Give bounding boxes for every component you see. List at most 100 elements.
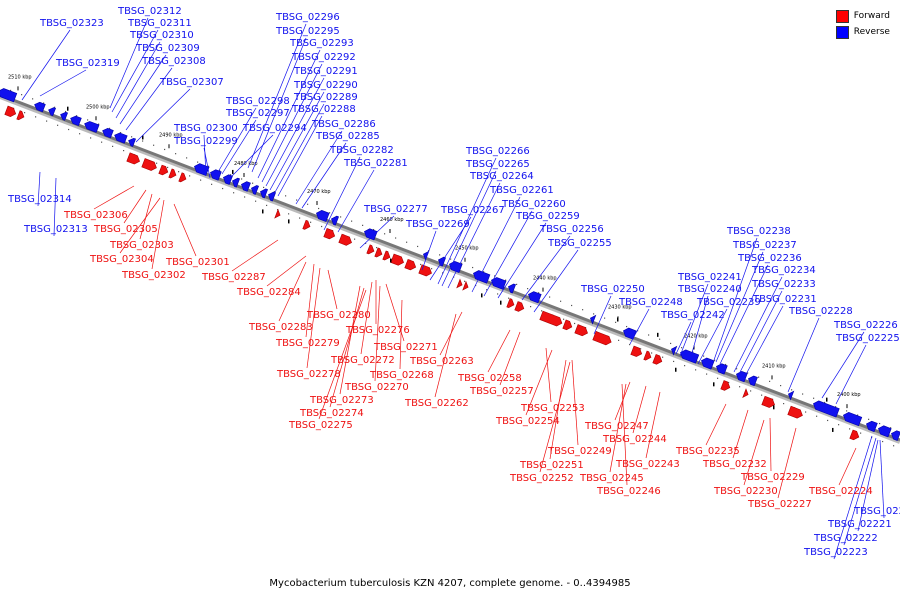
forward-connector	[499, 331, 521, 386]
forward-connector	[769, 417, 772, 472]
reverse-gene-label: TBSG_02300	[173, 123, 238, 134]
reverse-connector	[719, 264, 769, 365]
axis-dot	[849, 428, 851, 430]
reverse-connector	[111, 29, 159, 113]
forward-gene	[16, 110, 25, 121]
axis-dot	[222, 187, 224, 190]
axis-dot	[769, 380, 771, 382]
forward-gene-label: TBSG_02232	[702, 459, 767, 470]
forward-connector	[278, 261, 307, 322]
forward-connector	[123, 189, 147, 224]
axis-dot	[373, 228, 375, 231]
reverse-gene-label: TBSG_02222	[813, 533, 878, 544]
axis-dot	[483, 271, 485, 273]
reverse-connector	[257, 49, 321, 179]
forward-gene	[562, 319, 573, 331]
axis-dot	[431, 268, 433, 270]
reverse-gene	[241, 181, 251, 192]
reverse-gene-label: TBSG_02282	[329, 145, 394, 156]
tick-label: 2400 kbp	[837, 392, 861, 398]
reverse-gene-label: TBSG_02221	[827, 519, 892, 530]
axis-dot	[593, 313, 595, 315]
reverse-connector	[37, 171, 41, 207]
reverse-gene	[102, 127, 114, 139]
reverse-gene	[268, 191, 276, 202]
forward-connector	[525, 349, 553, 416]
axis-dot	[703, 355, 705, 357]
forward-gene	[374, 247, 383, 258]
axis-dot	[813, 397, 815, 399]
small-feature-mark	[262, 209, 264, 214]
forward-gene	[382, 250, 391, 261]
axis-dot	[131, 136, 133, 138]
axis-dot	[761, 394, 763, 396]
axis-dot	[637, 330, 639, 332]
axis-dot	[10, 89, 12, 92]
reverse-gene-label: TBSG_02291	[293, 66, 358, 77]
forward-gene-label: TBSG_02280	[306, 310, 371, 321]
axis-dot	[90, 137, 92, 139]
axis-dot	[21, 94, 23, 96]
forward-gene-label: TBSG_02253	[520, 403, 585, 414]
reverse-gene-label: TBSG_02298	[225, 96, 290, 107]
axis-dot	[857, 414, 859, 416]
axis-dot	[791, 389, 793, 391]
forward-connector	[621, 383, 628, 486]
tick-label: 2480 kbp	[234, 161, 258, 167]
axis-dot	[464, 280, 466, 282]
reverse-connector	[273, 103, 325, 195]
forward-connector	[632, 385, 647, 434]
reverse-gene-label: TBSG_02308	[141, 56, 206, 67]
reverse-gene-label: TBSG_02239	[696, 297, 761, 308]
forward-connector	[487, 329, 511, 373]
axis-dot	[662, 356, 664, 358]
axis-dot	[211, 183, 213, 185]
axis-dot	[35, 116, 37, 118]
reverse-gene-label: TBSG_02233	[751, 279, 816, 290]
axis-dot	[827, 419, 829, 422]
forward-connector	[434, 313, 457, 398]
axis-dot	[659, 338, 661, 340]
forward-connector	[732, 409, 749, 459]
tick-label: 2490 kbp	[159, 132, 183, 138]
reverse-connector	[441, 170, 497, 287]
axis-dot	[802, 393, 804, 395]
reverse-gene-label: TBSG_02310	[129, 30, 194, 41]
forward-gene	[158, 164, 169, 176]
axis-dot	[274, 191, 276, 193]
forward-connector	[339, 285, 361, 395]
axis-dot	[516, 283, 518, 285]
forward-gene	[323, 227, 336, 240]
axis-dot	[365, 242, 367, 244]
forward-connector	[838, 447, 857, 486]
reverse-connector	[713, 237, 758, 361]
axis-dot	[640, 348, 642, 350]
axis-dot	[142, 140, 144, 142]
small-feature-mark	[390, 258, 392, 263]
reverse-gene	[232, 177, 240, 188]
reverse-connector	[269, 91, 325, 191]
axis-dot	[461, 262, 463, 264]
axis-dot	[164, 148, 166, 151]
reverse-gene-label: TBSG_02285	[315, 131, 380, 142]
forward-gene-label: TBSG_02224	[808, 486, 873, 497]
axis-dot	[233, 192, 235, 194]
forward-gene-label: TBSG_02243	[615, 459, 680, 470]
reverse-gene-label: TBSG_02281	[343, 158, 408, 169]
axis-dot	[288, 213, 290, 215]
reverse-gene-label: TBSG_02231	[752, 294, 817, 305]
reverse-connector	[593, 295, 612, 335]
reverse-connector	[203, 134, 207, 177]
reverse-gene-label: TBSG_02266	[465, 146, 530, 157]
axis-dot	[758, 376, 760, 378]
axis-dot	[321, 225, 323, 228]
reverse-connector	[119, 54, 167, 125]
forward-connector	[93, 185, 135, 210]
axis-dot	[296, 199, 298, 201]
axis-dot	[670, 342, 672, 345]
axis-dot	[123, 150, 125, 152]
reverse-connector	[497, 222, 547, 299]
forward-connector	[743, 419, 765, 486]
axis-dot	[783, 403, 785, 405]
axis-dot	[780, 385, 782, 387]
